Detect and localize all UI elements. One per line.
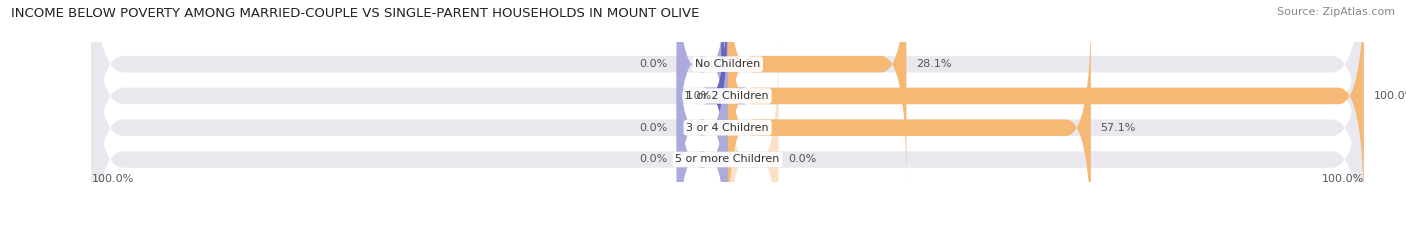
- Text: 1 or 2 Children: 1 or 2 Children: [686, 91, 769, 101]
- FancyBboxPatch shape: [702, 0, 747, 215]
- Text: 0.0%: 0.0%: [787, 154, 817, 164]
- Text: 100.0%: 100.0%: [91, 174, 134, 184]
- FancyBboxPatch shape: [728, 0, 1364, 215]
- Text: INCOME BELOW POVERTY AMONG MARRIED-COUPLE VS SINGLE-PARENT HOUSEHOLDS IN MOUNT O: INCOME BELOW POVERTY AMONG MARRIED-COUPL…: [11, 7, 700, 20]
- FancyBboxPatch shape: [676, 41, 728, 233]
- FancyBboxPatch shape: [676, 9, 728, 233]
- FancyBboxPatch shape: [91, 0, 1364, 233]
- Text: 57.1%: 57.1%: [1101, 123, 1136, 133]
- FancyBboxPatch shape: [91, 9, 1364, 233]
- Text: 0.0%: 0.0%: [638, 59, 668, 69]
- Text: Source: ZipAtlas.com: Source: ZipAtlas.com: [1277, 7, 1395, 17]
- Text: 100.0%: 100.0%: [1322, 174, 1364, 184]
- Text: No Children: No Children: [695, 59, 761, 69]
- Text: 28.1%: 28.1%: [915, 59, 952, 69]
- Text: 3 or 4 Children: 3 or 4 Children: [686, 123, 769, 133]
- FancyBboxPatch shape: [676, 0, 728, 183]
- FancyBboxPatch shape: [728, 9, 1091, 233]
- Text: 1.0%: 1.0%: [683, 91, 711, 101]
- FancyBboxPatch shape: [91, 0, 1364, 233]
- FancyBboxPatch shape: [91, 0, 1364, 215]
- Text: 5 or more Children: 5 or more Children: [675, 154, 780, 164]
- FancyBboxPatch shape: [728, 0, 907, 183]
- Text: 100.0%: 100.0%: [1374, 91, 1406, 101]
- FancyBboxPatch shape: [728, 41, 779, 233]
- Text: 0.0%: 0.0%: [638, 123, 668, 133]
- Text: 0.0%: 0.0%: [638, 154, 668, 164]
